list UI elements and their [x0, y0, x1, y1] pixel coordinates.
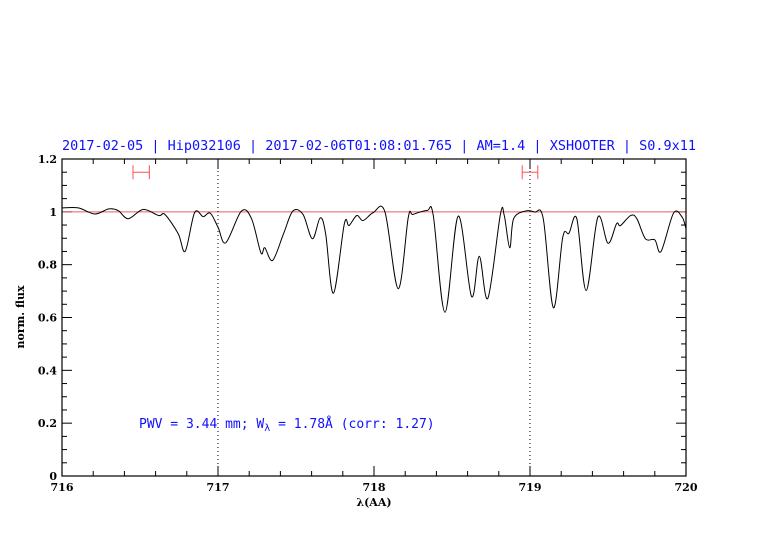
- annotation-suffix: = 1.78Å (corr: 1.27): [270, 416, 434, 432]
- y-tick-label: 0.8: [38, 259, 57, 272]
- plot-frame: [61, 158, 687, 477]
- x-tick-label: 719: [519, 481, 542, 494]
- y-tick-label: 1.2: [38, 153, 57, 166]
- x-tick-label: 718: [363, 481, 386, 494]
- x-tick-label: 716: [51, 481, 74, 494]
- annotation-subscript: λ: [264, 423, 270, 434]
- y-axis-label: norm. flux: [14, 285, 27, 348]
- y-tick-label: 0.6: [38, 312, 57, 325]
- y-tick-label: 0.4: [38, 364, 57, 377]
- x-tick-label: 717: [207, 481, 230, 494]
- y-tick-label: 0.2: [38, 417, 57, 430]
- x-axis-label: λ(AA): [356, 496, 391, 509]
- y-tick-label: 0: [49, 470, 57, 483]
- pwv-annotation: PWV = 3.44 mm; Wλ = 1.78Å (corr: 1.27): [139, 416, 435, 434]
- x-tick-label: 720: [675, 481, 698, 494]
- annotation-prefix: PWV = 3.44 mm; W: [139, 417, 264, 432]
- chart-title: 2017-02-05 | Hip032106 | 2017-02-06T01:0…: [62, 139, 696, 154]
- y-tick-label: 1: [49, 206, 57, 219]
- spectrum-line: [61, 205, 687, 313]
